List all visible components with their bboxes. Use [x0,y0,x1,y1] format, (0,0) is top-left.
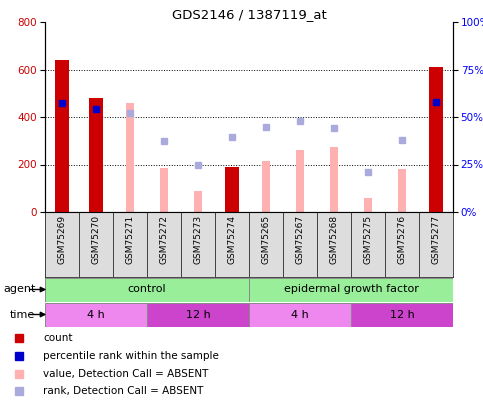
Text: GSM75276: GSM75276 [398,215,407,264]
Bar [429,67,443,212]
Text: GSM75274: GSM75274 [227,215,237,264]
Text: percentile rank within the sample: percentile rank within the sample [43,351,219,361]
Text: GSM75277: GSM75277 [431,215,440,264]
Text: GSM75271: GSM75271 [126,215,134,264]
Text: GSM75265: GSM75265 [261,215,270,264]
Text: GSM75272: GSM75272 [159,215,169,264]
Text: 12 h: 12 h [185,309,211,320]
Text: control: control [128,284,166,294]
Text: GSM75275: GSM75275 [364,215,372,264]
Bar [364,198,372,212]
Bar [126,103,134,212]
Text: GSM75268: GSM75268 [329,215,339,264]
Bar [296,150,304,212]
Text: GSM75273: GSM75273 [194,215,202,264]
Bar [262,161,270,212]
Bar [225,167,239,212]
Bar [45,277,249,301]
Text: GSM75269: GSM75269 [57,215,67,264]
Text: time: time [10,309,35,320]
Bar [249,303,351,326]
Text: value, Detection Call = ABSENT: value, Detection Call = ABSENT [43,369,209,379]
Bar [194,191,202,212]
Title: GDS2146 / 1387119_at: GDS2146 / 1387119_at [171,8,327,21]
Bar [160,168,168,212]
Text: GSM75267: GSM75267 [296,215,304,264]
Text: rank, Detection Call = ABSENT: rank, Detection Call = ABSENT [43,386,203,396]
Bar [147,303,249,326]
Text: count: count [43,333,72,343]
Text: epidermal growth factor: epidermal growth factor [284,284,418,294]
Bar [45,303,147,326]
Bar [249,277,453,301]
Text: 12 h: 12 h [390,309,414,320]
Bar [89,98,103,212]
Bar [330,147,338,212]
Bar [351,303,453,326]
Text: agent: agent [3,284,35,294]
Text: GSM75270: GSM75270 [91,215,100,264]
Text: 4 h: 4 h [87,309,105,320]
Bar [55,60,69,212]
Bar [398,169,406,212]
Text: 4 h: 4 h [291,309,309,320]
